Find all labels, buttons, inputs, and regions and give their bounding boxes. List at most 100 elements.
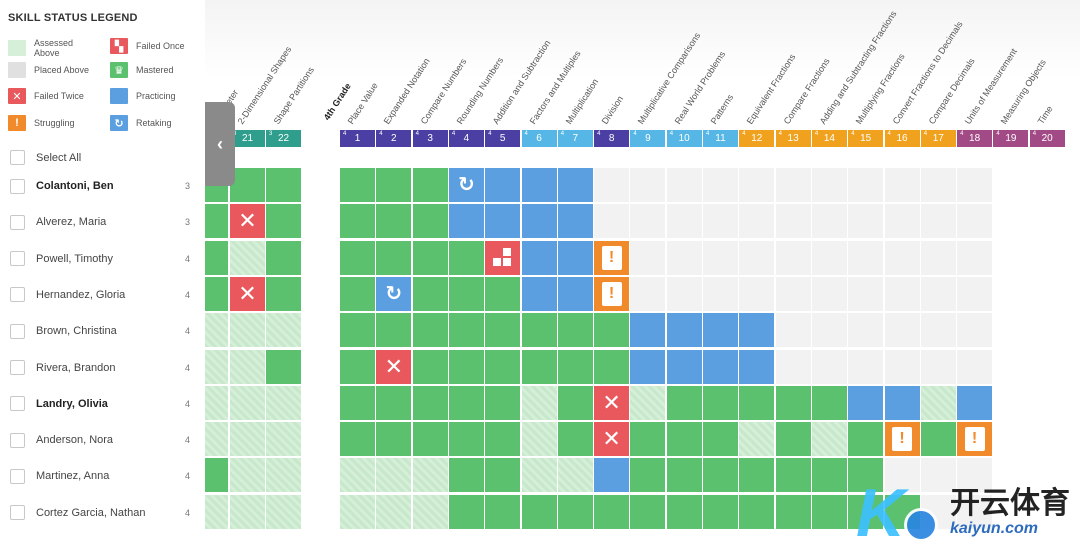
skill-status-cell[interactable] (775, 494, 811, 529)
skill-status-cell[interactable] (703, 494, 738, 529)
skill-status-cell[interactable] (703, 422, 738, 457)
skill-status-cell[interactable] (376, 168, 412, 202)
skill-status-cell[interactable] (557, 458, 593, 493)
skill-status-cell[interactable] (521, 422, 557, 457)
skill-status-cell[interactable] (230, 494, 265, 529)
skill-status-cell[interactable] (630, 349, 666, 384)
student-checkbox[interactable] (10, 323, 25, 339)
skill-status-cell[interactable] (340, 494, 375, 529)
skill-status-cell[interactable] (848, 494, 884, 529)
skill-status-cell[interactable] (205, 204, 228, 239)
skill-status-cell[interactable] (557, 240, 593, 275)
skill-status-cell[interactable] (485, 494, 521, 529)
skill-status-cell[interactable] (848, 240, 884, 275)
skill-status-cell[interactable] (448, 276, 484, 311)
skill-status-cell[interactable] (920, 385, 956, 420)
skill-status-cell[interactable] (266, 313, 301, 348)
skill-status-cell[interactable] (666, 240, 702, 275)
skill-status-cell[interactable] (376, 240, 412, 275)
skill-header-cell[interactable]: 4 17 (920, 130, 956, 147)
skill-status-cell[interactable] (266, 349, 301, 384)
skill-status-cell[interactable] (739, 494, 775, 529)
skill-status-cell[interactable] (739, 385, 775, 420)
skill-status-cell[interactable] (521, 204, 557, 239)
skill-status-cell[interactable] (775, 168, 811, 202)
student-checkbox[interactable] (10, 178, 25, 194)
skill-status-cell[interactable] (848, 422, 884, 457)
skill-status-cell[interactable] (266, 494, 301, 529)
student-row[interactable]: Powell, Timothy 4 (10, 250, 190, 268)
skill-header-cell[interactable]: 4 19 (993, 130, 1029, 147)
skill-status-cell[interactable] (594, 458, 630, 493)
skill-status-cell[interactable] (775, 458, 811, 493)
student-row[interactable]: Colantoni, Ben 3 (10, 177, 190, 195)
skill-status-cell[interactable] (884, 385, 920, 420)
skill-status-cell[interactable] (485, 204, 521, 239)
skill-status-cell[interactable] (412, 276, 448, 311)
skill-status-cell[interactable] (666, 313, 702, 348)
student-checkbox[interactable] (10, 432, 25, 448)
select-all-checkbox[interactable] (10, 150, 25, 165)
skill-status-cell[interactable] (666, 276, 702, 311)
skill-status-cell[interactable] (703, 168, 738, 202)
student-row[interactable]: Alverez, Maria 3 (10, 213, 190, 231)
collapse-sidebar-button[interactable]: ‹ (205, 102, 235, 186)
skill-status-cell[interactable] (521, 349, 557, 384)
skill-status-cell[interactable] (811, 313, 847, 348)
skill-status-cell[interactable] (266, 204, 301, 239)
skill-status-cell[interactable] (376, 494, 412, 529)
skill-status-cell[interactable] (775, 349, 811, 384)
skill-status-cell[interactable] (521, 240, 557, 275)
skill-status-cell[interactable] (666, 422, 702, 457)
skill-status-cell[interactable] (266, 385, 301, 420)
skill-status-cell[interactable] (340, 313, 375, 348)
skill-status-cell[interactable] (557, 204, 593, 239)
student-checkbox[interactable] (10, 214, 25, 230)
skill-status-cell[interactable] (485, 349, 521, 384)
skill-status-cell[interactable] (340, 276, 375, 311)
student-row[interactable]: Rivera, Brandon 4 (10, 359, 190, 377)
skill-status-cell[interactable] (448, 494, 484, 529)
skill-status-cell[interactable]: ! (884, 422, 920, 457)
skill-status-cell[interactable] (848, 385, 884, 420)
skill-status-cell[interactable] (884, 458, 920, 493)
skill-status-cell[interactable] (957, 204, 993, 239)
student-row[interactable]: Hernandez, Gloria 4 (10, 286, 190, 304)
skill-header-cell[interactable]: 4 10 (666, 130, 702, 147)
student-checkbox[interactable] (10, 360, 25, 375)
skill-status-cell[interactable] (412, 313, 448, 348)
skill-status-cell[interactable] (811, 168, 847, 202)
skill-status-cell[interactable] (739, 313, 775, 348)
skill-status-cell[interactable] (630, 385, 666, 420)
skill-status-cell[interactable] (376, 458, 412, 493)
skill-status-cell[interactable] (920, 204, 956, 239)
skill-status-cell[interactable] (703, 204, 738, 239)
skill-status-cell[interactable] (205, 458, 228, 493)
skill-status-cell[interactable] (666, 204, 702, 239)
skill-status-cell[interactable] (412, 458, 448, 493)
skill-status-cell[interactable] (666, 349, 702, 384)
skill-status-cell[interactable] (205, 313, 228, 348)
skill-status-cell[interactable] (205, 276, 228, 311)
skill-status-cell[interactable] (957, 313, 993, 348)
skill-status-cell[interactable] (957, 276, 993, 311)
skill-header-cell[interactable]: 4 11 (703, 130, 738, 147)
skill-status-cell[interactable] (630, 204, 666, 239)
skill-status-cell[interactable] (957, 458, 993, 493)
skill-status-cell[interactable] (630, 422, 666, 457)
skill-status-cell[interactable] (205, 494, 228, 529)
skill-status-cell[interactable] (884, 204, 920, 239)
skill-header-cell[interactable]: 4 14 (811, 130, 847, 147)
skill-status-cell[interactable] (448, 422, 484, 457)
skill-status-cell[interactable] (485, 313, 521, 348)
skill-status-cell[interactable] (266, 422, 301, 457)
skill-status-cell[interactable] (957, 168, 993, 202)
skill-status-cell[interactable] (594, 494, 630, 529)
skill-status-cell[interactable]: ↻ (448, 168, 484, 202)
skill-status-cell[interactable] (848, 349, 884, 384)
skill-status-cell[interactable] (703, 458, 738, 493)
skill-status-cell[interactable] (775, 240, 811, 275)
skill-status-cell[interactable] (739, 349, 775, 384)
